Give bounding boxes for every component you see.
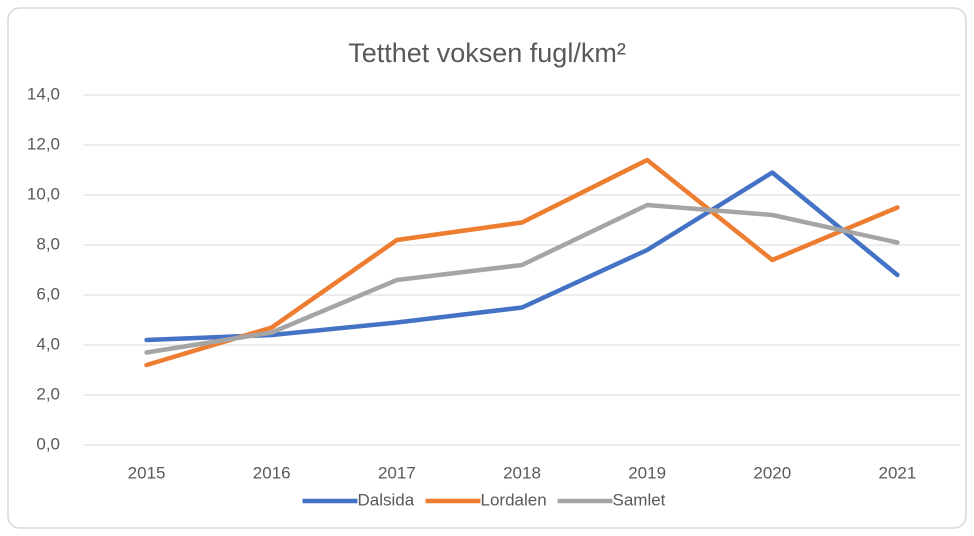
series-line <box>144 202 900 355</box>
x-tick-label: 2021 <box>879 463 917 482</box>
x-tick-label: 2019 <box>628 463 666 482</box>
series-line <box>144 170 900 343</box>
y-tick-label: 0,0 <box>36 434 60 453</box>
x-tick-label: 2015 <box>128 463 166 482</box>
x-tick-label: 2016 <box>253 463 291 482</box>
x-tick-label: 2018 <box>503 463 541 482</box>
y-tick-label: 4,0 <box>36 334 60 353</box>
y-tick-label: 14,0 <box>27 84 60 103</box>
y-tick-label: 6,0 <box>36 284 60 303</box>
y-tick-label: 8,0 <box>36 234 60 253</box>
y-tick-label: 2,0 <box>36 384 60 403</box>
x-tick-label: 2017 <box>378 463 416 482</box>
legend-label: Lordalen <box>481 490 547 509</box>
y-tick-label: 12,0 <box>27 134 60 153</box>
series-line <box>144 157 900 368</box>
chart-title: Tetthet voksen fugl/km² <box>348 38 626 68</box>
legend-label: Samlet <box>613 490 666 509</box>
legend-label: Dalsida <box>358 490 415 509</box>
y-tick-label: 10,0 <box>27 184 60 203</box>
x-tick-label: 2020 <box>753 463 791 482</box>
